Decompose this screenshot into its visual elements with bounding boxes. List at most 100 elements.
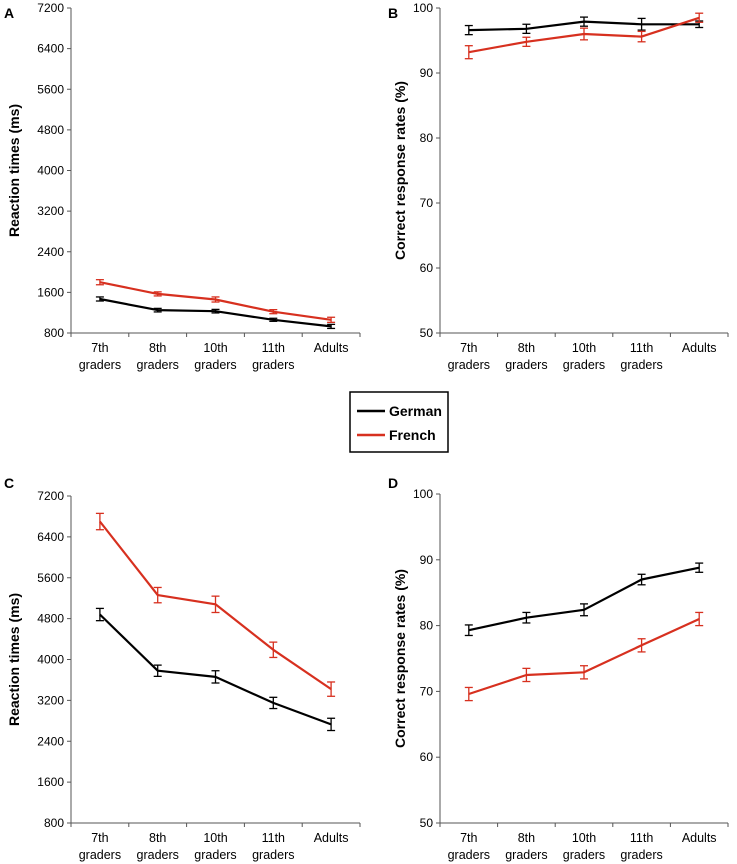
error-bar-german	[153, 307, 162, 313]
x-tick-label: 11th	[630, 341, 653, 355]
error-bar-french	[95, 279, 104, 286]
panel-c: C Reaction times (ms) 800 1600 2400 3200 4000 4…	[4, 475, 361, 862]
y-tick-label: 100	[413, 487, 433, 501]
y-tick-label: 90	[420, 66, 434, 80]
legend-box	[349, 391, 449, 453]
y-tick-label: 70	[420, 684, 434, 698]
y-tick-label: 80	[420, 619, 434, 633]
x-tick-label: 10th	[572, 831, 596, 845]
y-tick-label: 4800	[37, 612, 64, 626]
error-bar-french	[464, 45, 473, 60]
x-tick-label: 7th	[460, 341, 477, 355]
x-tick-label: graders	[448, 848, 490, 862]
x-tick-label: graders	[137, 848, 179, 862]
y-tick-label: 3200	[37, 204, 64, 218]
error-bar-french	[580, 27, 588, 41]
error-bar-french	[464, 686, 473, 702]
error-bar-german	[580, 603, 588, 617]
y-tick-label: 800	[44, 816, 64, 830]
x-tick-label: 7th	[460, 831, 477, 845]
error-bar-german	[269, 317, 278, 322]
y-tick-label: 50	[420, 326, 434, 340]
error-bar-german	[522, 611, 531, 624]
error-bar-french	[95, 512, 104, 531]
y-tick-label: 3200	[37, 693, 64, 707]
error-bar-french	[637, 30, 646, 43]
error-bar-german	[464, 24, 473, 36]
y-axis-label: Correct response rates (%)	[392, 569, 408, 748]
panel-letter-d: D	[388, 475, 398, 491]
legend-german-label: German	[389, 403, 442, 419]
y-tick-label: 60	[420, 261, 434, 275]
error-bar-french	[269, 308, 278, 315]
x-tick-label: graders	[194, 848, 236, 862]
x-tick-label: Adults	[682, 341, 717, 355]
y-tick-label: 2400	[37, 734, 64, 748]
error-bar-french	[522, 667, 531, 683]
x-tick-label: 7th	[91, 831, 108, 845]
x-tick-label: graders	[79, 358, 121, 372]
x-tick-label: 8th	[149, 341, 166, 355]
legend: German French	[349, 391, 449, 453]
error-bar-french	[522, 36, 531, 47]
y-tick-label: 800	[44, 326, 64, 340]
x-tick-label: 10th	[203, 341, 227, 355]
x-tick-label: graders	[620, 358, 662, 372]
error-bar-french	[327, 681, 336, 697]
error-bar-german	[95, 296, 104, 302]
error-bar-german	[695, 562, 704, 573]
x-tick-label: graders	[79, 848, 121, 862]
panel-a: A Reaction times (ms) 800 1600 2400 3200 4000 4…	[4, 1, 361, 372]
y-tick-label: 50	[420, 816, 434, 830]
error-bar-german	[580, 16, 588, 27]
error-bar-german	[211, 670, 220, 684]
x-tick-label: graders	[252, 358, 294, 372]
x-tick-label: graders	[194, 358, 236, 372]
x-tick-label: 11th	[262, 831, 285, 845]
y-tick-label: 1600	[37, 285, 64, 299]
x-tick-label: graders	[252, 848, 294, 862]
y-tick-label: 5600	[37, 82, 64, 96]
panel-b: B Correct response rates (%) 50 60 70 80 90 100…	[388, 1, 729, 372]
x-tick-label: Adults	[314, 831, 349, 845]
y-tick-label: 4000	[37, 653, 64, 667]
x-tick-label: 11th	[262, 341, 285, 355]
x-tick-label: graders	[137, 358, 179, 372]
panel-letter-b: B	[388, 5, 398, 21]
x-tick-label: Adults	[314, 341, 349, 355]
x-tick-label: 8th	[518, 831, 535, 845]
y-tick-label: 6400	[37, 42, 64, 56]
y-tick-label: 100	[413, 1, 433, 15]
panel-letter-c: C	[4, 475, 14, 491]
error-bar-german	[637, 573, 646, 586]
y-tick-label: 90	[420, 553, 434, 567]
y-tick-label: 80	[420, 131, 434, 145]
y-axis-label: Reaction times (ms)	[6, 593, 22, 726]
panel-d: D Correct response rates (%) 50 60 70 80 90 100…	[388, 475, 729, 862]
error-bar-french	[695, 611, 704, 627]
error-bar-german	[522, 23, 531, 34]
y-tick-label: 5600	[37, 571, 64, 585]
y-tick-label: 60	[420, 750, 434, 764]
error-bar-german	[327, 323, 336, 330]
x-tick-label: graders	[620, 848, 662, 862]
error-bar-german	[637, 17, 646, 31]
error-bar-french	[211, 595, 220, 614]
y-tick-label: 4000	[37, 164, 64, 178]
y-axis-label: Correct response rates (%)	[392, 81, 408, 260]
error-bar-french	[269, 641, 278, 659]
legend-french-label: French	[389, 427, 436, 443]
y-tick-label: 1600	[37, 775, 64, 789]
y-tick-label: 6400	[37, 530, 64, 544]
error-bar-french	[637, 638, 646, 653]
error-bar-german	[269, 696, 278, 710]
x-tick-label: graders	[563, 848, 605, 862]
error-bar-german	[211, 308, 220, 314]
error-bar-french	[153, 291, 162, 297]
error-bar-german	[153, 664, 162, 678]
x-tick-label: graders	[563, 358, 605, 372]
x-tick-label: graders	[505, 848, 547, 862]
error-bar-german	[95, 607, 104, 622]
y-tick-label: 70	[420, 196, 434, 210]
